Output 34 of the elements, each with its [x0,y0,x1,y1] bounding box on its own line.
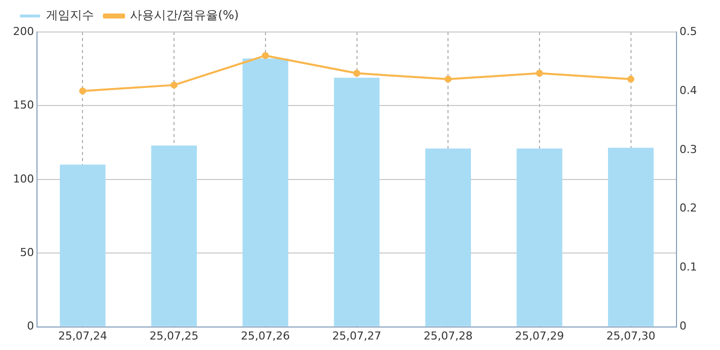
y-tick-label: 100 [12,172,34,186]
y-tick-label: 150 [12,98,34,112]
bar [516,148,562,326]
legend-label: 사용시간/점유율(%) [130,8,239,22]
y-tick-label: 0 [26,320,34,333]
bar [608,148,654,326]
y2-tick-label: 0.2 [680,202,698,215]
point [627,76,634,83]
point [79,87,86,94]
y-tick-label: 200 [12,24,34,38]
bar [242,58,288,326]
bar [334,78,380,326]
y2-tick-label: 0.1 [680,260,698,274]
x-tick-label: 25,07,28 [424,329,473,342]
point [444,76,452,83]
x-tick-label: 25,07,24 [58,329,108,342]
x-tick-label: 25,07,29 [514,329,564,342]
y2-tick-label: 0 [680,320,687,333]
x-tick-label: 25,07,25 [150,329,199,342]
bar [151,146,197,326]
point [536,70,543,77]
x-tick-label: 25,07,30 [606,329,656,342]
y-tick-label: 50 [20,246,34,259]
point [170,82,178,89]
point [353,70,360,77]
bar [425,148,471,326]
legend-label: 게임지수 [46,8,94,22]
x-tick-label: 25,07,26 [240,329,290,342]
point [262,52,269,60]
y2-tick-label: 0.5 [680,24,698,38]
y2-tick-label: 0.3 [680,142,698,156]
bar [60,164,106,326]
x-tick-label: 25,07,27 [332,329,382,342]
y2-tick-label: 0.4 [680,84,698,97]
